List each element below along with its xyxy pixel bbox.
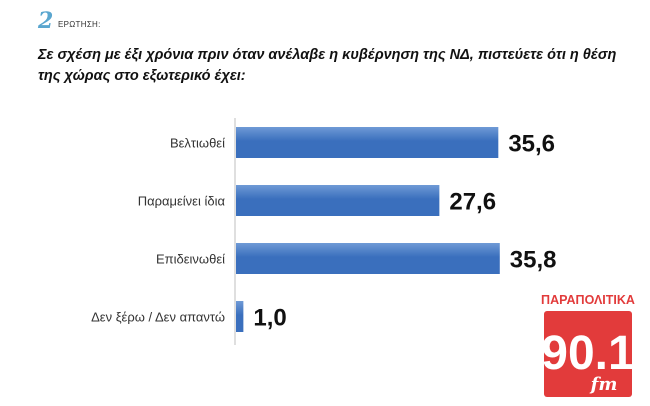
bar-3: [236, 301, 244, 332]
logo-suffix: fm: [589, 374, 618, 395]
value-label-0: 35,6: [508, 131, 555, 158]
logo-number: 90.1: [541, 327, 634, 380]
question-number: 2: [38, 8, 54, 34]
paraprolitika-logo: ΠΑΡΑΠΟΛΙΤΙΚΑ 90.1 fm: [540, 291, 636, 397]
value-label-1: 27,6: [449, 189, 496, 216]
logo-top-text: ΠΑΡΑΠΟΛΙΤΙΚΑ: [541, 293, 635, 307]
bar-0: [236, 127, 499, 158]
bar-1: [236, 185, 440, 216]
category-label-3: Δεν ξέρω / Δεν απαντώ: [91, 310, 225, 325]
question-text: Σε σχέση με έξι χρόνια πριν όταν ανέλαβε…: [38, 47, 617, 84]
category-label-2: Επιδεινωθεί: [156, 252, 225, 267]
question-label: ΕΡΩΤΗΣΗ:: [58, 20, 101, 29]
bar-2: [236, 243, 500, 274]
value-label-3: 1,0: [253, 305, 286, 332]
category-label-1: Παραμείνει ίδια: [138, 194, 226, 209]
category-label-0: Βελτιωθεί: [170, 136, 225, 151]
value-label-2: 35,8: [510, 247, 557, 274]
